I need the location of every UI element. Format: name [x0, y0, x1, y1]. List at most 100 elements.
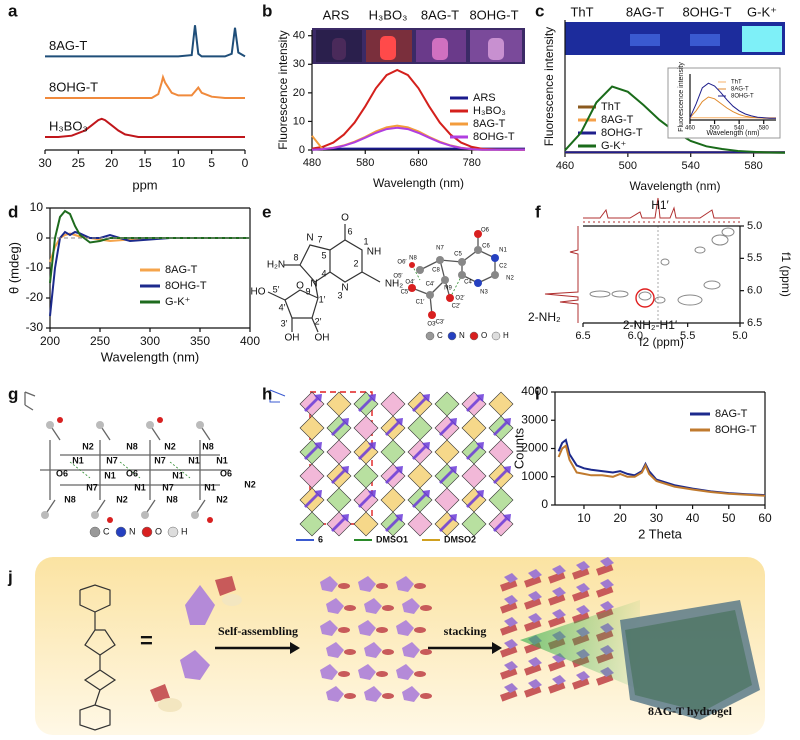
stack-unit [320, 664, 338, 680]
packing-unit [461, 511, 487, 537]
x-tick-label: 6.0 [628, 330, 643, 342]
packing-unit [299, 511, 325, 537]
x-tick-label: 580 [744, 160, 762, 172]
x-tick-label: 5.5 [680, 330, 695, 342]
image-label: 8AG-T [626, 4, 664, 19]
series-label: H₃BO₃ [49, 118, 88, 133]
x-tick-label: 25 [72, 156, 86, 170]
atom-label: 5 [321, 250, 326, 260]
y-tick-label: -10 [26, 260, 44, 274]
photo-strip-b [312, 28, 525, 64]
nmr-2d [544, 197, 740, 323]
stack-unit [504, 661, 518, 671]
packing-arrow [439, 514, 457, 532]
line-series [311, 126, 525, 151]
image-label: ThT [570, 4, 593, 19]
packing-unit [488, 391, 514, 417]
legend-dot [141, 526, 153, 538]
packing-unit [461, 463, 487, 489]
atom-label: C2′ [452, 304, 462, 310]
stack-unit [414, 627, 426, 633]
packing-unit [461, 415, 487, 441]
legend-label: O [481, 331, 487, 340]
y-tick-label: -20 [26, 290, 44, 304]
packing-unit [299, 463, 325, 489]
packing-arrow [493, 418, 511, 436]
packing-arrow [304, 490, 322, 508]
y-tick-label: 40 [293, 30, 305, 42]
atom-label: N2 [506, 276, 514, 282]
stack-unit [402, 598, 420, 614]
svg-text:=: = [140, 628, 153, 653]
stack-unit [344, 649, 356, 655]
stack-unit [364, 598, 382, 614]
atom-label: 1′ [319, 294, 326, 304]
y-tick-label: 10 [293, 115, 305, 127]
packing-arrow [358, 442, 376, 460]
atom-label: N8 [166, 494, 178, 504]
stack-unit [320, 620, 338, 636]
atom-label: N1 [188, 455, 200, 465]
y-tick-label: 30 [293, 58, 305, 70]
atom-label: N2 [216, 494, 228, 504]
stack-unit [504, 683, 518, 693]
x-tick-label: 30 [650, 511, 664, 525]
annotation: H1′ [651, 198, 669, 212]
x-axis-label: Wavelength (nm) [630, 179, 721, 193]
legend-label: 8AG-T [165, 264, 198, 276]
y-tick-label: 6.0 [747, 285, 762, 297]
atom-label: O6 [220, 468, 232, 478]
atom-label: 7 [317, 234, 322, 244]
stack-unit [524, 575, 542, 588]
y-tick-label: 2000 [521, 441, 548, 455]
stack-unit [528, 679, 542, 689]
atom-label: N [310, 279, 317, 290]
inset-frame [667, 67, 781, 139]
legend-label: 8OHG-T [731, 94, 754, 100]
packing-arrow [331, 514, 349, 532]
stack-unit [524, 597, 542, 610]
atom-label: C6 [482, 244, 490, 250]
stack-unit [572, 611, 590, 624]
y-axis-label: Fluorescence intensity [276, 30, 290, 149]
y-axis-label: f1 (ppm) [779, 252, 793, 297]
x-tick-label: 10 [172, 156, 186, 170]
atom-label: N9 [444, 286, 452, 292]
stack-unit [552, 565, 566, 575]
packing-unit [488, 439, 514, 465]
atom-label: O2′ [455, 296, 465, 302]
packing-unit [326, 439, 352, 465]
y-tick-label: 5.0 [747, 220, 762, 232]
stack-unit [500, 601, 518, 614]
stack-unit [396, 620, 414, 636]
stack-unit [344, 693, 356, 699]
stack-unit [576, 671, 590, 681]
packing-arrow [385, 466, 403, 484]
stack-unit [600, 557, 614, 567]
y-axis-label: θ (mdeg) [6, 242, 21, 294]
x-tick-label: 60 [758, 511, 772, 525]
y-tick-label: 0 [299, 144, 305, 156]
stack-unit [396, 576, 414, 592]
scheme-j: = [35, 557, 765, 735]
stack-unit [600, 601, 614, 611]
legend-label: 8AG-T [473, 118, 506, 130]
legend-dot [115, 526, 127, 538]
legend-label: N [459, 331, 465, 340]
atom-label: 4′ [279, 302, 286, 312]
stack-unit [358, 664, 376, 680]
packing-arrow [439, 418, 457, 436]
image-label: G-K⁺ [747, 4, 777, 19]
stack-unit [414, 583, 426, 589]
atom-label: N8 [126, 441, 138, 451]
panel-label: g [8, 384, 18, 403]
packing-arrow [412, 490, 430, 508]
packing-arrow [466, 394, 484, 412]
stack-unit [326, 686, 344, 702]
packing-unit [353, 511, 379, 537]
series-label: 8AG-T [49, 38, 87, 53]
atom-label: O6 [56, 468, 68, 478]
legend-label: N [129, 526, 136, 536]
panel-label: h [262, 384, 272, 403]
legend-dot [425, 331, 435, 341]
